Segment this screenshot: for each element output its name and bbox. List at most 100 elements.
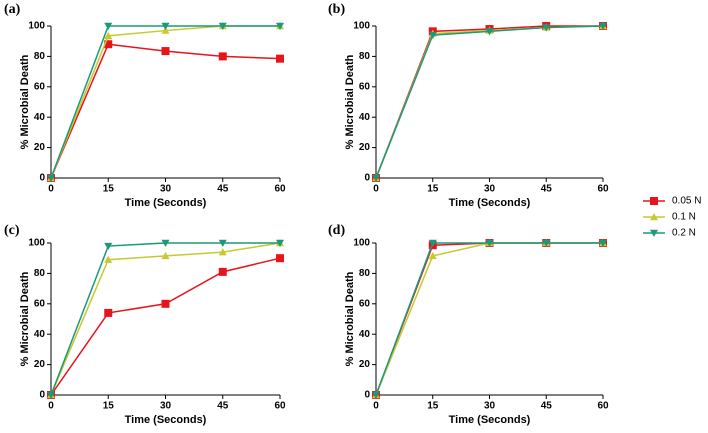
marker bbox=[276, 239, 284, 247]
marker bbox=[276, 22, 284, 30]
x-tick-label: 30 bbox=[484, 184, 496, 195]
x-tick-label: 15 bbox=[427, 401, 439, 412]
marker bbox=[428, 31, 437, 40]
x-tick-label: 30 bbox=[160, 401, 172, 412]
y-tick-label: 60 bbox=[34, 81, 46, 92]
panel-label: (b) bbox=[328, 2, 345, 17]
y-axis-label: % Microbial Death bbox=[344, 271, 356, 366]
y-tick-label: 40 bbox=[359, 112, 371, 123]
x-axis-label: Time (Seconds) bbox=[449, 197, 531, 209]
marker bbox=[47, 174, 55, 182]
y-tick-label: 100 bbox=[353, 21, 370, 32]
panel-label: (c) bbox=[4, 223, 20, 238]
y-tick-label: 60 bbox=[359, 298, 371, 309]
x-axis-label: Time (Seconds) bbox=[125, 197, 207, 209]
y-tick-label: 60 bbox=[34, 298, 46, 309]
y-tick-label: 20 bbox=[34, 142, 46, 153]
y-tick-label: 0 bbox=[364, 390, 370, 401]
x-tick-label: 0 bbox=[48, 184, 54, 195]
marker bbox=[104, 40, 113, 49]
x-tick-label: 60 bbox=[274, 184, 286, 195]
y-tick-label: 40 bbox=[359, 329, 371, 340]
marker bbox=[218, 248, 227, 256]
legend-label: 0.2 N bbox=[672, 228, 696, 239]
y-tick-label: 20 bbox=[359, 359, 371, 370]
y-tick-label: 0 bbox=[39, 390, 45, 401]
y-axis-label: % Microbial Death bbox=[19, 271, 31, 366]
panel-label: (d) bbox=[328, 223, 345, 238]
legend-marker bbox=[650, 213, 658, 221]
x-tick-label: 30 bbox=[484, 401, 496, 412]
marker bbox=[276, 254, 284, 263]
marker bbox=[161, 299, 170, 308]
y-tick-label: 80 bbox=[34, 268, 46, 279]
y-axis-label: % Microbial Death bbox=[344, 54, 356, 149]
legend-marker bbox=[650, 229, 658, 237]
series-line bbox=[375, 242, 603, 396]
series-line bbox=[375, 25, 604, 179]
x-tick-label: 45 bbox=[541, 401, 553, 412]
series-line bbox=[50, 257, 281, 396]
marker bbox=[161, 239, 170, 247]
marker bbox=[372, 391, 380, 399]
x-axis-label: Time (Seconds) bbox=[125, 414, 207, 426]
x-tick-label: 30 bbox=[160, 184, 172, 195]
marker bbox=[104, 31, 113, 40]
x-tick-label: 60 bbox=[274, 401, 286, 412]
x-tick-label: 45 bbox=[217, 401, 229, 412]
y-tick-label: 20 bbox=[34, 359, 46, 370]
marker bbox=[372, 174, 380, 182]
legend-label: 0.1 N bbox=[672, 212, 696, 223]
series-line bbox=[375, 242, 603, 396]
panel-label: (a) bbox=[4, 2, 21, 17]
y-tick-label: 40 bbox=[34, 112, 46, 123]
marker bbox=[542, 24, 551, 32]
marker bbox=[218, 267, 227, 276]
marker bbox=[599, 239, 607, 247]
y-tick-label: 80 bbox=[359, 268, 371, 279]
marker bbox=[104, 308, 113, 317]
y-tick-label: 100 bbox=[353, 238, 370, 249]
series-line bbox=[50, 43, 281, 179]
series-line bbox=[375, 25, 603, 179]
marker bbox=[542, 239, 551, 247]
marker bbox=[104, 255, 113, 263]
legend-label: 0.05 N bbox=[672, 196, 701, 207]
x-tick-label: 0 bbox=[373, 184, 379, 195]
marker bbox=[218, 22, 227, 30]
y-axis-label: % Microbial Death bbox=[19, 54, 31, 149]
marker bbox=[161, 22, 170, 30]
y-tick-label: 20 bbox=[359, 142, 371, 153]
x-tick-label: 0 bbox=[373, 401, 379, 412]
y-tick-label: 0 bbox=[39, 173, 45, 184]
x-tick-label: 0 bbox=[48, 401, 54, 412]
marker bbox=[428, 239, 437, 247]
y-tick-label: 40 bbox=[34, 329, 46, 340]
y-tick-label: 100 bbox=[28, 238, 45, 249]
x-axis-label: Time (Seconds) bbox=[449, 414, 531, 426]
x-tick-label: 45 bbox=[217, 184, 229, 195]
marker bbox=[161, 47, 170, 56]
y-tick-label: 80 bbox=[34, 51, 46, 62]
y-tick-label: 100 bbox=[28, 21, 45, 32]
marker bbox=[485, 28, 494, 36]
marker bbox=[276, 54, 284, 63]
marker bbox=[161, 26, 170, 34]
y-tick-label: 60 bbox=[359, 81, 371, 92]
marker bbox=[104, 22, 113, 30]
marker bbox=[485, 239, 494, 247]
marker bbox=[428, 251, 437, 260]
x-tick-label: 60 bbox=[597, 184, 609, 195]
x-tick-label: 60 bbox=[597, 401, 609, 412]
legend-marker bbox=[650, 197, 658, 205]
marker bbox=[161, 251, 170, 260]
marker bbox=[218, 52, 227, 61]
marker bbox=[218, 239, 227, 247]
series-line bbox=[375, 242, 603, 396]
marker bbox=[47, 391, 55, 399]
y-tick-label: 80 bbox=[359, 51, 371, 62]
x-tick-label: 15 bbox=[103, 401, 115, 412]
x-tick-label: 45 bbox=[541, 184, 553, 195]
x-tick-label: 15 bbox=[427, 184, 439, 195]
